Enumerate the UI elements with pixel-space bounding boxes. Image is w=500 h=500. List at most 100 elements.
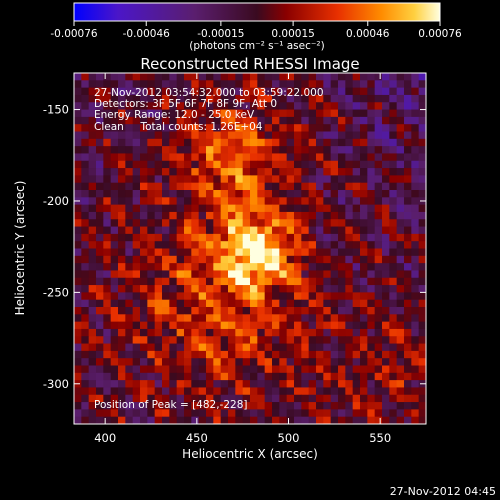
heatmap-cell (301, 197, 310, 206)
heatmap-cell (110, 102, 119, 110)
heatmap-cell (103, 168, 112, 176)
heatmap-cell (88, 138, 97, 147)
heatmap-cell (242, 350, 251, 359)
heatmap-cell (257, 285, 266, 293)
heatmap-cell (198, 160, 207, 169)
heatmap-cell (191, 394, 200, 403)
heatmap-cell (242, 211, 251, 220)
heatmap-cell (81, 211, 90, 220)
heatmap-cell (264, 380, 273, 388)
heatmap-cell (382, 102, 390, 110)
heatmap-cell (396, 372, 405, 381)
heatmap-cell (330, 285, 339, 293)
heatmap-cell (404, 168, 412, 176)
heatmap-cell (294, 80, 302, 89)
heatmap-cell (338, 409, 346, 418)
heatmap-cell (96, 285, 104, 293)
heatmap-cell (184, 328, 192, 337)
heatmap-cell (228, 285, 236, 293)
annotations: 27-Nov-2012 03:54:32.000 to 03:59:22.000… (94, 87, 324, 411)
heatmap-cell (213, 321, 222, 330)
heatmap-cell (81, 328, 90, 337)
heatmap-cell (235, 358, 244, 366)
heatmap-cell (330, 160, 339, 169)
heatmap-cell (213, 124, 222, 132)
heatmap-cell (404, 270, 412, 279)
heatmap-cell (176, 394, 185, 403)
heatmap-cell (103, 138, 112, 147)
heatmap-cell (294, 285, 302, 293)
heatmap-cell (96, 131, 104, 140)
heatmap-cell (206, 197, 214, 206)
heatmap-cell (338, 387, 346, 396)
heatmap-cell (96, 263, 104, 271)
heatmap-cell (176, 168, 185, 176)
heatmap-cell (191, 402, 200, 410)
heatmap-cell (125, 226, 134, 235)
heatmap-cell (418, 358, 427, 366)
heatmap-cell (396, 285, 405, 293)
heatmap-cell (176, 226, 185, 235)
heatmap-cell (323, 336, 332, 344)
heatmap-cell (169, 116, 178, 125)
heatmap-cell (404, 226, 412, 235)
heatmap-cell (125, 124, 134, 132)
heatmap-cell (242, 197, 251, 206)
heatmap-cell (235, 168, 244, 176)
heatmap-cell (96, 116, 104, 125)
heatmap-cell (242, 358, 251, 366)
heatmap-cell (140, 299, 148, 308)
heatmap-cell (184, 277, 192, 286)
heatmap-cell (169, 277, 178, 286)
heatmap-cell (404, 314, 412, 323)
heatmap-cell (404, 358, 412, 366)
heatmap-cell (110, 204, 119, 213)
heatmap-cell (404, 292, 412, 301)
heatmap-cell (272, 94, 280, 103)
heatmap-cell (250, 102, 258, 110)
heatmap-cell (147, 350, 156, 359)
heatmap-cell (103, 131, 112, 140)
heatmap-cell (81, 394, 90, 403)
heatmap-cell (257, 233, 266, 242)
heatmap-cell (411, 94, 420, 103)
heatmap-cell (220, 80, 229, 89)
heatmap-cell (169, 321, 178, 330)
heatmap-cell (294, 138, 302, 147)
heatmap-cell (176, 277, 185, 286)
heatmap-cell (279, 365, 288, 374)
heatmap-cell (125, 358, 134, 366)
heatmap-cell (242, 131, 251, 140)
heatmap-cell (279, 402, 288, 410)
heatmap-cell (125, 241, 134, 249)
heatmap-cell (213, 416, 222, 425)
heatmap-cell (389, 358, 398, 366)
heatmap-cell (411, 248, 420, 257)
heatmap-cell (301, 285, 310, 293)
footer-timestamp: 27-Nov-2012 04:45 (390, 485, 496, 498)
heatmap-cell (338, 277, 346, 286)
heatmap-cell (257, 402, 266, 410)
heatmap-cell (250, 350, 258, 359)
heatmap-cell (338, 175, 346, 184)
heatmap-cell (411, 146, 420, 154)
heatmap-cell (374, 160, 383, 169)
heatmap-cell (404, 146, 412, 154)
heatmap-cell (301, 394, 310, 403)
heatmap-cell (228, 343, 236, 352)
heatmap-cell (176, 160, 185, 169)
heatmap-cell (257, 394, 266, 403)
heatmap-cell (308, 94, 317, 103)
heatmap-cell (404, 153, 412, 162)
heatmap-cell (118, 219, 126, 227)
heatmap-cell (374, 343, 383, 352)
heatmap-cell (367, 160, 376, 169)
heatmap-cell (323, 241, 332, 249)
heatmap-cell (191, 102, 200, 110)
heatmap-cell (235, 124, 244, 132)
heatmap-cell (360, 277, 368, 286)
heatmap-cell (162, 409, 170, 418)
heatmap-cell (191, 73, 200, 81)
heatmap-cell (235, 190, 244, 198)
heatmap-cell (220, 299, 229, 308)
